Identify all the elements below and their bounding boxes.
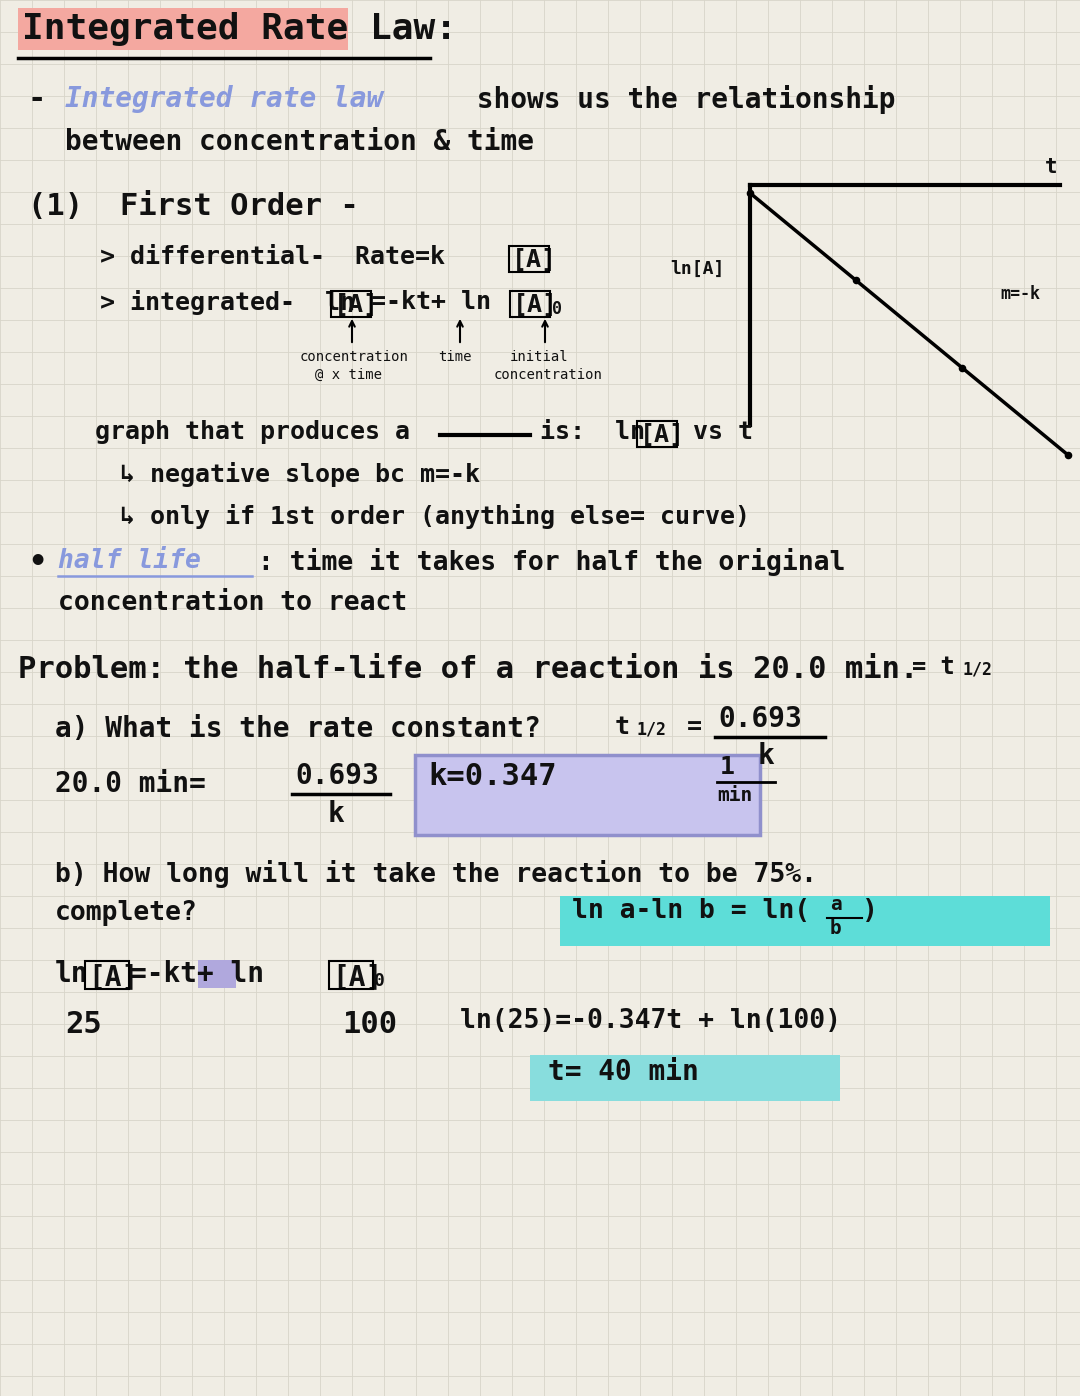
Text: ln a-ln b = ln(: ln a-ln b = ln( [572, 898, 810, 924]
Text: graph that produces a: graph that produces a [95, 420, 410, 444]
Text: t: t [1045, 156, 1057, 177]
Bar [329, 960, 373, 988]
Bar [510, 290, 550, 317]
Text: concentration to react: concentration to react [58, 591, 407, 616]
Text: @ x time: @ x time [315, 369, 382, 383]
Text: : time it takes for half the original: : time it takes for half the original [258, 549, 846, 577]
Text: 1: 1 [720, 755, 735, 779]
Text: •: • [28, 549, 46, 577]
Text: -: - [28, 85, 46, 114]
Text: a: a [831, 895, 841, 914]
Text: ln[A]: ln[A] [670, 260, 725, 278]
Text: [A]: [A] [332, 963, 382, 991]
Text: > differential-  Rate=k: > differential- Rate=k [100, 246, 445, 269]
Text: k: k [758, 743, 774, 771]
Text: b) How long will it take the reaction to be 75%.: b) How long will it take the reaction to… [55, 860, 816, 888]
Text: m=-k: m=-k [1000, 285, 1040, 303]
Text: 25: 25 [65, 1009, 102, 1039]
Text: complete?: complete? [55, 900, 198, 926]
Text: 0: 0 [374, 972, 384, 990]
Text: b: b [831, 919, 841, 938]
Bar [561, 896, 1050, 946]
Text: > integrated-  ln: > integrated- ln [100, 290, 355, 315]
Point [954, 356, 971, 378]
Text: Integrated Rate Law:: Integrated Rate Law: [22, 13, 457, 46]
Text: =-kt+ ln: =-kt+ ln [372, 290, 491, 314]
Text: 0.693: 0.693 [718, 705, 801, 733]
Text: min: min [717, 786, 753, 805]
Bar [85, 960, 129, 988]
Text: vs t: vs t [678, 420, 753, 444]
Text: (1)  First Order -: (1) First Order - [28, 193, 359, 221]
Text: half life: half life [58, 549, 201, 574]
Text: 1/2: 1/2 [637, 720, 667, 738]
Text: time: time [438, 350, 472, 364]
Text: [A]: [A] [512, 248, 557, 272]
Text: k: k [328, 800, 345, 828]
Bar [637, 422, 677, 447]
Point [848, 269, 865, 292]
Text: ): ) [862, 898, 878, 924]
Text: 100: 100 [342, 1009, 397, 1039]
Text: ln: ln [55, 960, 89, 988]
Text: k=0.347: k=0.347 [428, 762, 556, 792]
Text: concentration: concentration [494, 369, 603, 383]
Text: ↳ negative slope bc m=-k: ↳ negative slope bc m=-k [120, 462, 480, 487]
Text: [A]: [A] [513, 293, 558, 317]
Text: 0.693: 0.693 [295, 762, 379, 790]
Text: 0: 0 [552, 300, 562, 318]
Text: is:  ln: is: ln [540, 420, 645, 444]
Text: shows us the relationship: shows us the relationship [460, 85, 895, 114]
Text: Problem: the half-life of a reaction is 20.0 min.: Problem: the half-life of a reaction is … [18, 655, 918, 684]
Text: Integrated rate law: Integrated rate law [65, 85, 383, 113]
Text: =-kt+ ln: =-kt+ ln [130, 960, 264, 988]
Point [1059, 444, 1077, 466]
Text: [A]: [A] [87, 963, 138, 991]
Bar [530, 1055, 840, 1101]
Text: [A]: [A] [334, 293, 379, 317]
Bar [509, 246, 549, 272]
Text: a) What is the rate constant?: a) What is the rate constant? [55, 715, 541, 743]
Text: concentration: concentration [300, 350, 409, 364]
Bar [415, 755, 760, 835]
Point [741, 181, 758, 204]
Text: 1/2: 1/2 [962, 660, 993, 678]
Text: t= 40 min: t= 40 min [548, 1058, 699, 1086]
Bar [198, 960, 237, 988]
Bar [330, 290, 372, 317]
Bar [18, 8, 348, 50]
Text: [A]: [A] [640, 423, 685, 447]
Text: between concentration & time: between concentration & time [65, 128, 534, 156]
Text: 20.0 min=: 20.0 min= [55, 771, 206, 799]
Text: ln(25)=-0.347t + ln(100): ln(25)=-0.347t + ln(100) [460, 1008, 841, 1034]
Text: =: = [672, 715, 702, 738]
Text: initial: initial [510, 350, 569, 364]
Text: = t: = t [912, 655, 955, 678]
Text: t: t [615, 715, 630, 738]
Text: ↳ only if 1st order (anything else= curve): ↳ only if 1st order (anything else= curv… [120, 504, 750, 529]
